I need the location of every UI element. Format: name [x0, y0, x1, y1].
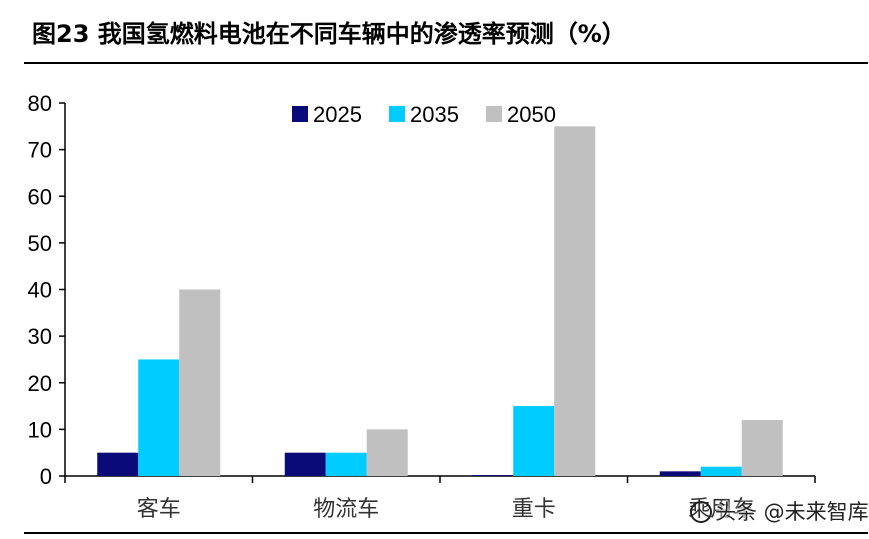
bar-2025-0 [97, 452, 139, 476]
watermark-text: 头条 @未来智库 [715, 500, 869, 524]
bar-2025-3 [659, 471, 701, 476]
x-category-label: 重卡 [512, 497, 556, 522]
bar-2050-2 [554, 126, 596, 476]
bottom-rule [24, 532, 868, 534]
bar-2050-1 [366, 429, 408, 476]
x-category-label: 客车 [137, 497, 181, 522]
y-tick-label: 80 [28, 91, 52, 116]
bar-2035-0 [138, 359, 180, 476]
legend-label: 2035 [410, 102, 459, 127]
y-tick-label: 40 [28, 278, 52, 303]
bar-2050-0 [179, 289, 221, 476]
y-tick-label: 50 [28, 231, 52, 256]
legend-label: 2025 [313, 102, 362, 127]
y-tick-label: 70 [28, 138, 52, 163]
y-tick-label: 0 [40, 464, 52, 489]
legend-label: 2050 [507, 102, 556, 127]
y-tick-label: 30 [28, 324, 52, 349]
bar-2025-1 [284, 452, 326, 476]
x-category-label: 物流车 [313, 497, 379, 522]
bar-2035-3 [700, 466, 742, 476]
y-tick-label: 10 [28, 417, 52, 442]
title-rule [24, 62, 868, 64]
watermark-logo-icon [690, 501, 712, 523]
y-axis: 0 10 20 30 40 50 60 70 80 [28, 91, 66, 489]
legend-swatch-2025 [292, 106, 308, 122]
legend-swatch-2050 [486, 106, 502, 122]
bar-2025-2 [472, 475, 514, 476]
bar-2035-2 [513, 406, 555, 476]
y-tick-label: 20 [28, 371, 52, 396]
bars [97, 126, 783, 476]
y-tick-label: 60 [28, 184, 52, 209]
bar-2050-3 [741, 420, 783, 476]
watermark: 头条 @未来智库 [690, 496, 869, 526]
bar-2035-1 [325, 452, 367, 476]
chart-title: 图23 我国氢燃料电池在不同车辆中的渗透率预测（%） [32, 20, 626, 48]
legend: 2025 2035 2050 [292, 102, 556, 127]
legend-swatch-2035 [389, 106, 405, 122]
